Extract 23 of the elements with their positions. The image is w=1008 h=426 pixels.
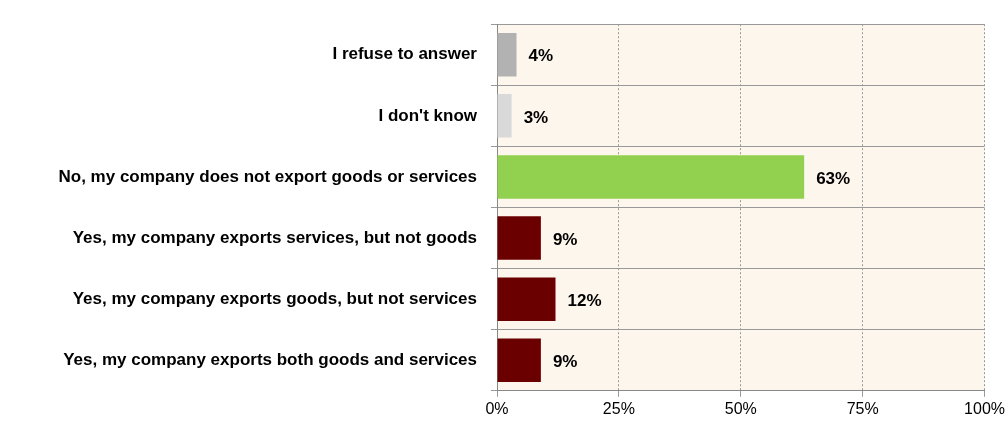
data-label: 3% (523, 107, 549, 127)
bar (497, 216, 541, 260)
y-tick-label: I refuse to answer (332, 44, 478, 64)
data-label: 63% (816, 168, 851, 188)
x-tick-label: 25% (602, 399, 635, 417)
data-label: 12% (567, 290, 602, 310)
bar (497, 155, 805, 199)
bar (497, 32, 517, 77)
bar (497, 94, 512, 138)
x-tick-label: 50% (724, 399, 757, 417)
bar (497, 277, 556, 321)
x-tick-label: 100% (964, 399, 1005, 417)
y-tick-label: No, my company does not export goods or services (58, 166, 477, 186)
y-tick-label: Yes, my company exports goods, but not services (72, 288, 477, 308)
x-tick-label: 75% (846, 399, 879, 417)
data-label: 9% (552, 229, 578, 249)
y-tick-label: Yes, my company exports services, but not goods (72, 227, 477, 247)
data-label: 9% (552, 351, 578, 371)
y-tick-label: Yes, my company exports both goods and services (63, 349, 477, 369)
data-label: 4% (528, 46, 554, 66)
x-tick-label: 0% (485, 399, 509, 417)
y-tick-label: I don't know (378, 105, 478, 125)
bar (497, 338, 541, 383)
